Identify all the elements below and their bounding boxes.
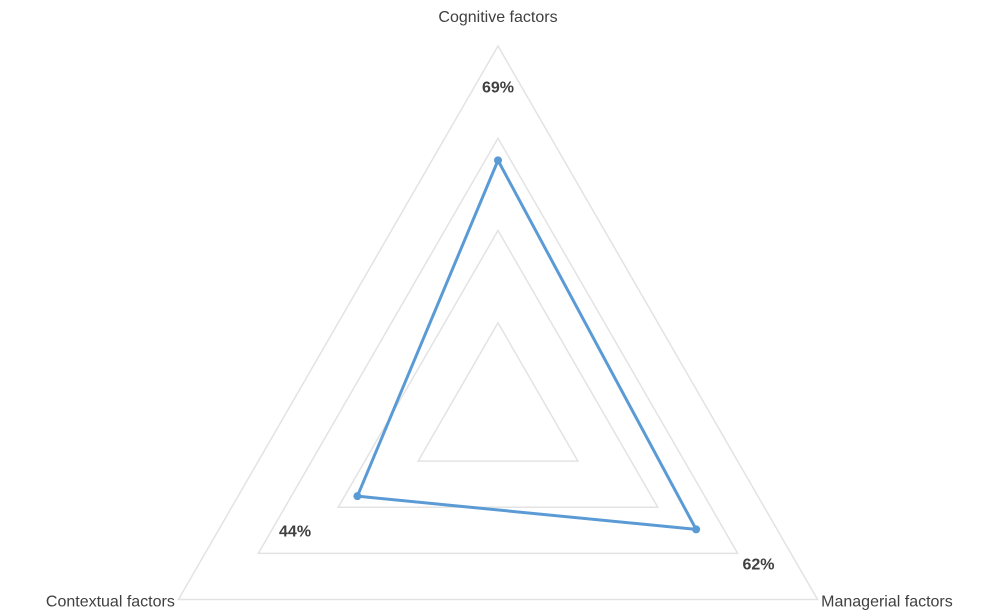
value-label: 44%	[279, 523, 311, 540]
data-point	[353, 492, 362, 501]
grid-ring	[257, 136, 739, 555]
series-line	[355, 158, 698, 531]
category-label: Contextual factors	[46, 594, 175, 611]
data-point	[692, 525, 701, 534]
grid-ring	[336, 228, 660, 508]
category-label: Managerial factors	[821, 594, 953, 611]
data-point	[494, 156, 502, 165]
value-label: 62%	[742, 557, 774, 574]
grid-ring	[416, 321, 580, 462]
value-label: 69%	[482, 80, 514, 97]
grid-ring	[177, 44, 819, 601]
category-label: Cognitive factors	[438, 9, 557, 26]
